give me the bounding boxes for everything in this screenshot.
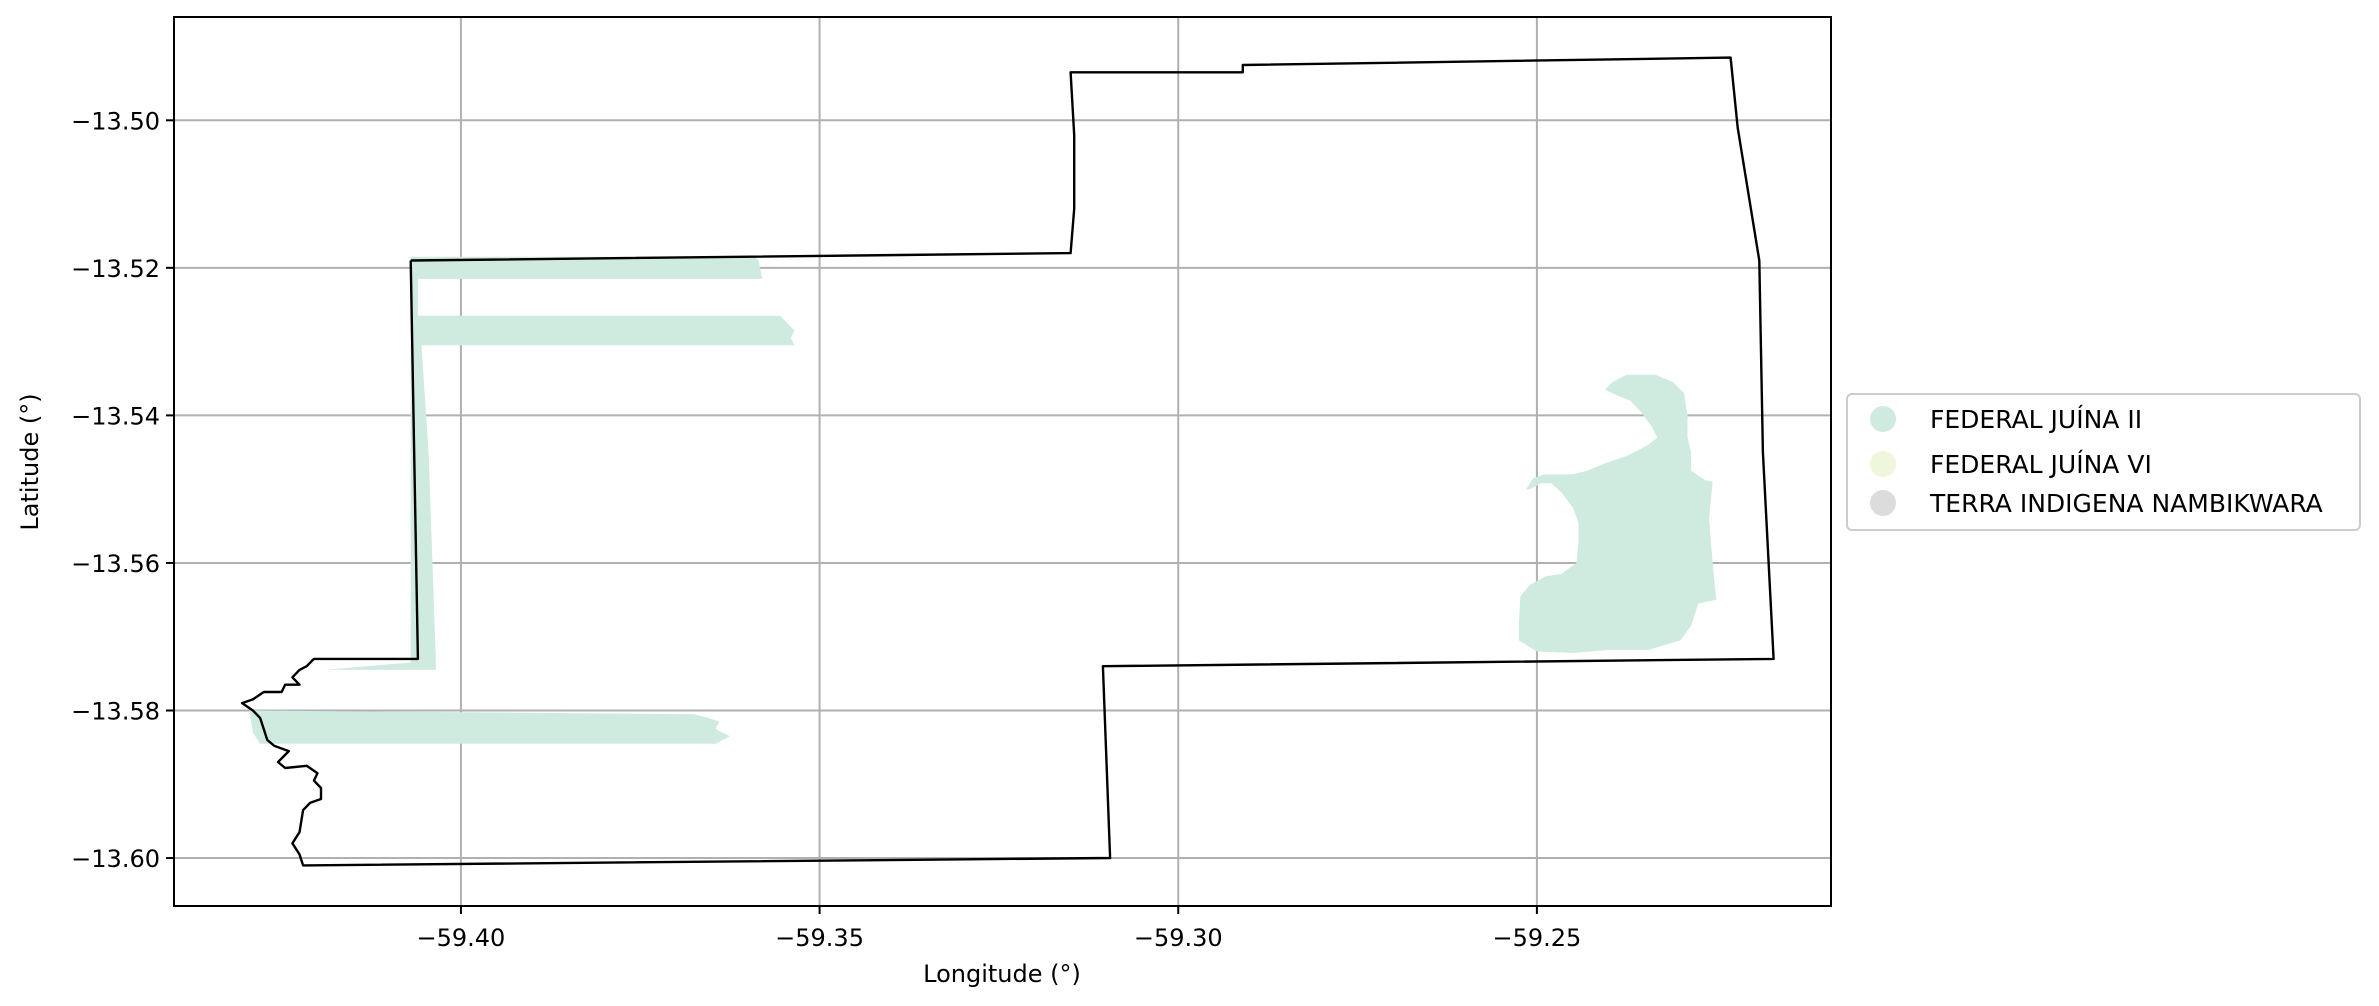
y-tick-label-4: −13.58 [71,697,160,725]
y-tick-label-3: −13.56 [71,550,160,578]
x-tick-label-1: −59.35 [775,924,864,952]
legend-marker-1 [1870,451,1896,477]
y-tick-label-5: −13.60 [71,845,160,873]
x-tick-label-2: −59.30 [1134,924,1223,952]
x-tick-label-3: −59.25 [1492,924,1581,952]
legend-marker-0 [1870,406,1896,432]
x-tick-label-0: −59.40 [417,924,506,952]
x-axis-title: Longitude (°) [923,960,1081,988]
y-axis-title: Latitude (°) [16,393,44,530]
legend-marker-2 [1870,490,1896,516]
y-tick-label-1: −13.52 [71,255,160,283]
y-tick-label-2: −13.54 [71,402,160,430]
legend: FEDERAL JUÍNA II FEDERAL JUÍNA VI TERRA IN… [1847,394,2360,530]
legend-label-1: FEDERAL JUÍNA VI [1930,450,2152,479]
area-polygon-1 [249,711,730,744]
legend-label-0: FEDERAL JUÍNA II [1930,405,2142,434]
legend-label-2: TERRA INDIGENA NAMBIKWARA [1929,489,2323,518]
y-tick-label-0: −13.50 [71,107,160,135]
